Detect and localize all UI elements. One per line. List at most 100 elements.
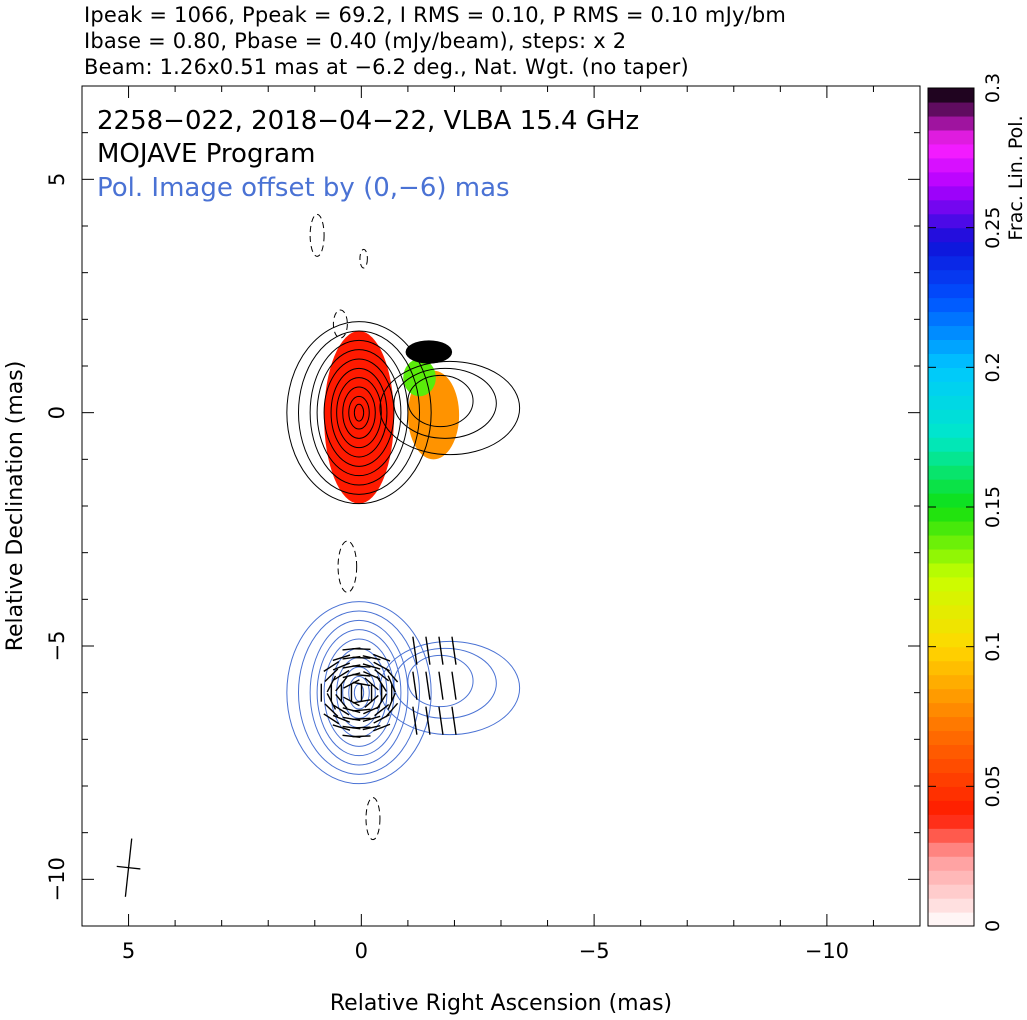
y-tick-label: −5 xyxy=(45,631,69,662)
negative-contour xyxy=(309,213,325,257)
colorbar-band xyxy=(928,353,974,368)
evpa-vector xyxy=(374,703,390,717)
colorbar-band xyxy=(928,88,974,103)
offset-contour xyxy=(286,601,432,785)
negative-contour xyxy=(332,309,348,339)
colorbar-band xyxy=(928,101,974,117)
colorbar-band xyxy=(928,311,974,327)
colorbar-tick-label: 0.3 xyxy=(982,73,1004,103)
evpa-vector xyxy=(373,723,391,732)
evpa-vector xyxy=(324,703,339,717)
colorbar-band xyxy=(928,157,974,173)
evpa-vector xyxy=(451,706,457,735)
colorbar-band xyxy=(928,590,974,606)
colorbar-band xyxy=(928,786,974,801)
colorbar-band xyxy=(928,255,974,271)
evpa-vector xyxy=(342,664,361,669)
negative-contours xyxy=(309,213,381,841)
evpa-vector xyxy=(362,724,381,731)
colorbar-band xyxy=(928,339,974,354)
frac-pol-region xyxy=(403,359,436,397)
colorbar-band xyxy=(928,688,974,704)
evpa-vector xyxy=(324,668,339,682)
colorbar-band xyxy=(928,493,974,508)
evpa-vector xyxy=(326,693,337,710)
evpa-vector xyxy=(352,673,371,677)
offset-contour xyxy=(330,647,388,738)
axis-ticks xyxy=(81,85,921,927)
evpa-vector xyxy=(333,669,350,681)
offset-jet-contour xyxy=(407,654,474,708)
colorbar-band xyxy=(928,842,974,857)
colorbar-label: Frac. Lin. Pol. xyxy=(1005,115,1027,240)
colorbar-band xyxy=(928,730,974,746)
x-tick-label: −5 xyxy=(579,939,610,963)
header-line-3: Beam: 1.26x0.51 mas at −6.2 deg., Nat. W… xyxy=(84,55,689,79)
evpa-vector xyxy=(342,672,361,679)
intensity-contour xyxy=(316,349,402,477)
colorbar-band xyxy=(928,269,974,285)
evpa-vector xyxy=(323,661,340,672)
evpa-vector xyxy=(362,663,381,670)
evpa-vector xyxy=(385,667,399,683)
evpa-vector xyxy=(352,648,371,651)
beam-minor-axis xyxy=(116,865,141,870)
colorbar-band xyxy=(928,283,974,299)
offset-contour xyxy=(353,683,365,702)
colorbar-band xyxy=(928,646,974,662)
colorbar-band xyxy=(928,534,974,550)
offset-contour xyxy=(309,619,409,766)
colorbar-band xyxy=(928,772,974,787)
colorbar-tick-label: 0.1 xyxy=(982,632,1004,662)
evpa-vector xyxy=(342,716,361,722)
evpa-vector xyxy=(332,724,351,731)
evpa-vector xyxy=(333,704,350,716)
colorbar-band xyxy=(928,548,974,564)
jet-contour xyxy=(379,360,521,456)
jet-contour xyxy=(393,367,497,439)
intensity-contour xyxy=(330,367,388,458)
colorbar-band xyxy=(928,507,974,522)
evpa-vector xyxy=(352,656,371,659)
y-axis-label: Relative Declination (mas) xyxy=(3,361,28,652)
colorbar-band xyxy=(928,185,974,201)
x-tick-label: 0 xyxy=(355,939,368,963)
colorbar-band xyxy=(928,367,974,382)
evpa-vector xyxy=(342,707,361,714)
colorbar-band xyxy=(928,702,974,718)
colorbar-band xyxy=(928,381,974,396)
colorbar-band xyxy=(928,520,974,536)
colorbar-band xyxy=(928,632,974,648)
colorbar-band xyxy=(928,856,974,871)
plot-frame xyxy=(81,85,921,927)
y-tick-label: −10 xyxy=(45,857,69,901)
evpa-vector xyxy=(332,714,350,723)
beam-cross xyxy=(116,838,141,897)
offset-jet-contour xyxy=(379,640,521,736)
colorbar-band xyxy=(928,604,974,620)
evpa-vector xyxy=(352,665,371,668)
frac-pol-image xyxy=(324,331,460,504)
jet-contour xyxy=(407,374,474,428)
colorbar-band xyxy=(928,716,974,732)
intensity-contour xyxy=(297,330,421,495)
evpa-vector xyxy=(374,669,390,682)
intensity-contour xyxy=(286,321,432,505)
colorbar-band xyxy=(928,129,974,145)
colorbar-tick-label: 0.15 xyxy=(982,486,1004,528)
evpa-vector xyxy=(412,636,418,665)
evpa-vector xyxy=(438,706,444,735)
colorbar-band xyxy=(928,325,974,340)
evpa-vector xyxy=(373,714,390,724)
negative-contour xyxy=(365,797,381,841)
colorbar-tick-label: 0.05 xyxy=(982,765,1004,807)
colorbar-band xyxy=(928,814,974,829)
evpa-vector xyxy=(352,726,371,729)
x-tick-label: 5 xyxy=(122,939,135,963)
colorbar-band xyxy=(928,143,974,159)
x-axis-label: Relative Right Ascension (mas) xyxy=(330,991,672,1016)
program-annotation: MOJAVE Program xyxy=(97,139,315,169)
evpa-vector xyxy=(451,636,457,665)
frac-pol-region xyxy=(324,331,394,504)
evpa-vector xyxy=(362,655,381,661)
